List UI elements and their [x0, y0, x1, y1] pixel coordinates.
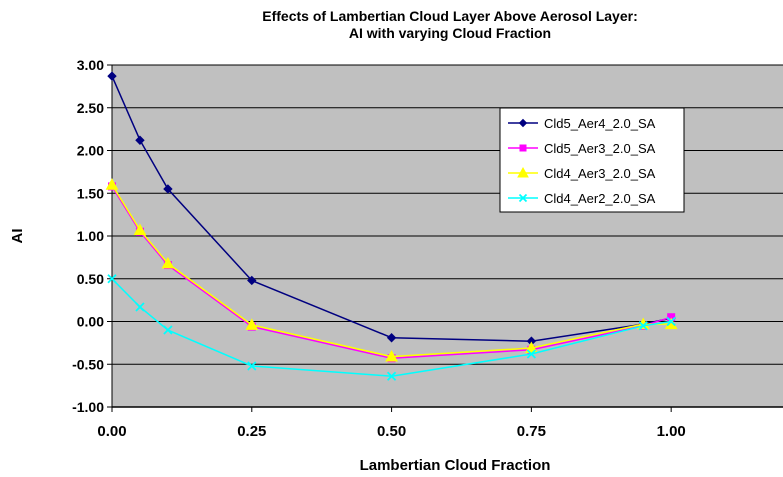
y-axis-label: AI [9, 229, 26, 244]
marker-stroke [666, 316, 676, 327]
marker-stroke [638, 321, 648, 331]
x-axis-label: Lambertian Cloud Fraction [360, 457, 551, 474]
data-point [245, 318, 259, 330]
legend-item: Cld4_Aer2_2.0_SA [508, 191, 656, 206]
legend: Cld5_Aer4_2.0_SA Cld5_Aer3_2.0_SA Cld4_Aer… [499, 107, 685, 213]
legend-label: Cld5_Aer3_2.0_SA [544, 141, 656, 156]
data-point [247, 361, 257, 371]
y-tick-label: 1.50 [77, 185, 104, 201]
series-layer [105, 71, 678, 381]
data-point [135, 135, 145, 145]
series-line [111, 75, 672, 342]
y-axis: -1.00 -0.50 0.00 0.50 1.00 1.50 2.00 2.50 3.00 [72, 57, 113, 415]
data-point [105, 178, 119, 190]
series-line [111, 278, 672, 377]
x-tick-label: 0.75 [517, 423, 546, 440]
data-point [385, 350, 398, 362]
legend-item: Cld4_Aer3_2.0_SA [508, 166, 656, 181]
data-point [107, 274, 117, 284]
x-tick-label: 0.50 [377, 423, 406, 440]
y-tick-label: 2.00 [77, 143, 104, 159]
data-point [247, 275, 257, 286]
data-point [163, 184, 173, 194]
data-point [386, 333, 397, 343]
series-line [111, 184, 672, 358]
legend-marker [517, 166, 529, 178]
x-tick-label: 0.00 [97, 423, 126, 440]
data-point [161, 256, 175, 269]
marker-stroke [526, 349, 537, 359]
y-tick-label: -0.50 [72, 356, 104, 372]
data-point [666, 316, 676, 327]
legend-marker [518, 193, 528, 203]
marker-stroke [107, 274, 117, 284]
y-tick-label: 0.50 [77, 271, 104, 287]
legend-label: Cld5_Aer4_2.0_SA [544, 116, 656, 131]
legend-item: Cld5_Aer4_2.0_SA [508, 116, 656, 131]
legend-box [499, 107, 685, 213]
x-tick-label: 1.00 [657, 423, 686, 440]
chart-title-line-1: Effects of Lambertian Cloud Layer Above … [262, 8, 638, 24]
legend-marker [518, 118, 528, 128]
y-tick-label: -1.00 [72, 399, 104, 415]
y-tick-label: 2.50 [77, 100, 104, 116]
chart-title-line-2: AI with varying Cloud Fraction [348, 25, 552, 41]
marker-stroke [386, 371, 397, 381]
marker-stroke [518, 193, 528, 203]
data-point [526, 349, 537, 359]
marker-stroke [135, 302, 145, 312]
y-tick-label: 1.00 [77, 228, 104, 244]
marker-stroke [163, 325, 173, 335]
data-point [133, 223, 147, 236]
data-point [163, 325, 173, 335]
y-tick-label: 0.00 [77, 314, 104, 330]
legend-item: Cld5_Aer3_2.0_SA [508, 141, 656, 156]
data-point [638, 321, 648, 331]
x-axis: 0.00 0.25 0.50 0.75 1.00 [97, 406, 783, 440]
x-tick-label: 0.25 [237, 423, 266, 440]
legend-label: Cld4_Aer2_2.0_SA [544, 191, 656, 206]
data-point [107, 71, 117, 81]
y-tick-label: 3.00 [77, 57, 104, 73]
legend-marker [519, 144, 527, 152]
marker-stroke [247, 361, 257, 371]
legend-label: Cld4_Aer3_2.0_SA [544, 166, 656, 181]
series-3 [105, 178, 678, 362]
data-point [386, 371, 397, 381]
data-point [135, 302, 145, 312]
series-4 [107, 274, 676, 381]
